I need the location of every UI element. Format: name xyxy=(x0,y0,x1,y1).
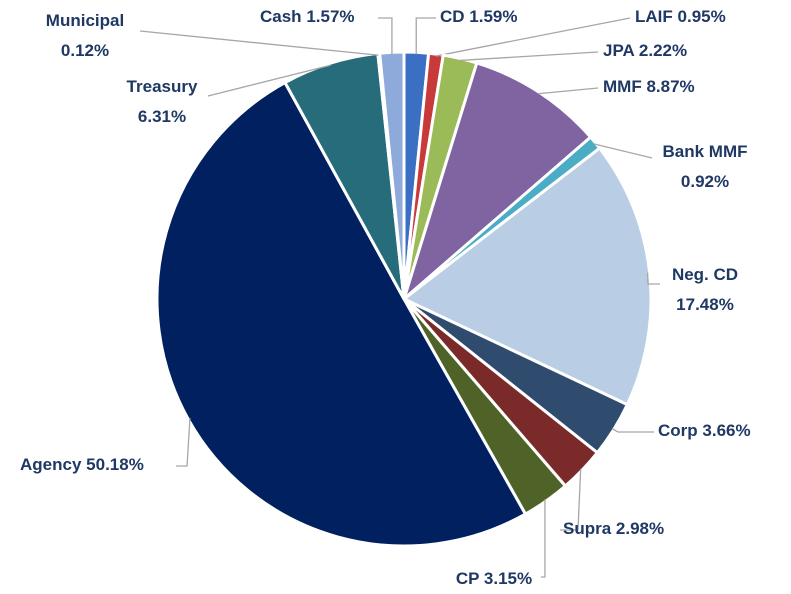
value-label: 0.92% xyxy=(681,172,729,191)
value-label: 17.48% xyxy=(676,295,734,314)
data-label: Neg. CD 17.48% xyxy=(672,265,738,314)
pie-slice xyxy=(401,146,653,407)
data-label: JPA 2.22% xyxy=(603,41,687,60)
leader-line xyxy=(378,17,393,55)
category-name: Supra xyxy=(563,519,612,538)
category-name: Bank MMF xyxy=(663,142,748,161)
value-label: 2.98% xyxy=(616,519,664,538)
leader-line xyxy=(646,272,660,285)
category-name: Corp xyxy=(658,421,698,440)
data-label: Bank MMF 0.92% xyxy=(663,142,748,191)
value-label: 1.59% xyxy=(469,7,517,26)
category-name: LAIF xyxy=(635,7,673,26)
leader-line xyxy=(593,143,653,159)
category-name: Municipal xyxy=(46,11,124,30)
data-label: Corp 3.66% xyxy=(658,421,751,440)
value-label: 3.15% xyxy=(484,569,532,588)
category-name: Treasury xyxy=(127,77,198,96)
data-label: LAIF 0.95% xyxy=(635,7,726,26)
leader-line xyxy=(176,418,191,467)
data-label: MMF 8.87% xyxy=(603,77,695,96)
category-name: JPA xyxy=(603,41,635,60)
data-label: Municipal 0.12% xyxy=(46,11,124,60)
leader-line xyxy=(415,17,436,55)
leader-line xyxy=(537,87,599,95)
leader-line xyxy=(207,64,331,97)
data-label: Agency 50.18% xyxy=(20,455,144,474)
value-label: 3.66% xyxy=(702,421,750,440)
value-label: 2.22% xyxy=(639,41,687,60)
leader-line xyxy=(435,17,631,57)
value-label: 50.18% xyxy=(86,455,144,474)
data-label: Treasury 6.31% xyxy=(127,77,198,126)
leader-line xyxy=(540,499,546,578)
category-name: Neg. CD xyxy=(672,265,738,284)
value-label: 6.31% xyxy=(138,107,186,126)
category-name: CP xyxy=(456,569,479,588)
category-name: Agency xyxy=(20,455,82,474)
pie-slice xyxy=(401,61,593,304)
data-label: CP 3.15% xyxy=(456,569,532,588)
category-name: Cash xyxy=(260,7,302,26)
leader-line xyxy=(139,30,380,56)
pie-slice xyxy=(155,80,528,548)
data-label: Supra 2.98% xyxy=(563,519,664,538)
value-label: 8.87% xyxy=(646,77,694,96)
leader-line xyxy=(459,51,599,62)
leader-line xyxy=(611,427,654,433)
value-label: 0.12% xyxy=(61,41,109,60)
category-name: CD xyxy=(440,7,465,26)
value-label: 1.57% xyxy=(306,7,354,26)
value-label: 0.95% xyxy=(678,7,726,26)
leader-line xyxy=(560,468,582,531)
category-name: MMF xyxy=(603,77,642,96)
data-label: CD 1.59% xyxy=(440,7,518,26)
data-label: Cash 1.57% xyxy=(260,7,355,26)
